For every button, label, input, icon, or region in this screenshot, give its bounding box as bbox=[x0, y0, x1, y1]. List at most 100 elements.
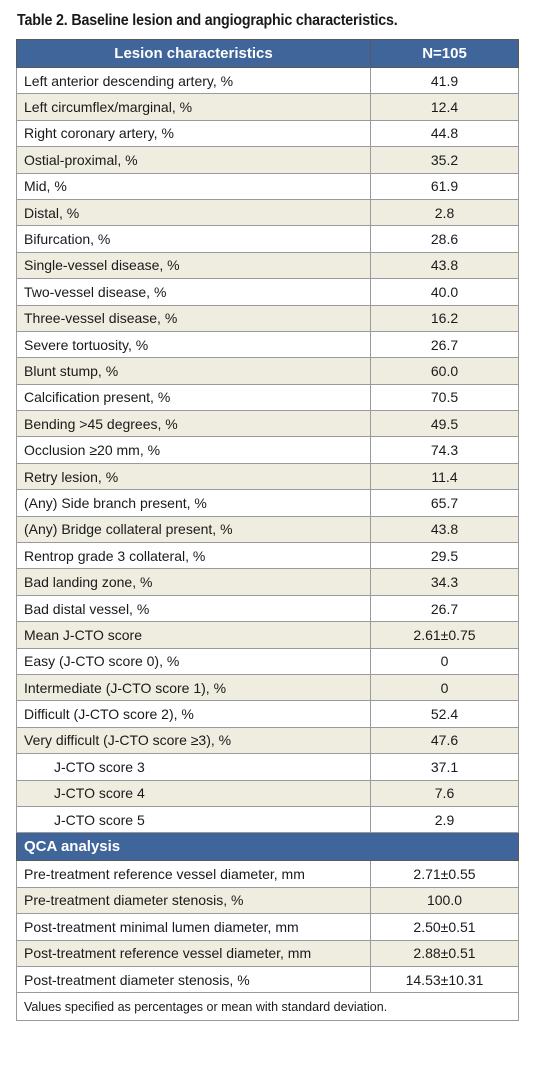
table-row: Ostial-proximal, % 35.2 bbox=[16, 146, 519, 174]
row-value: 100.0 bbox=[370, 886, 519, 915]
row-label: Right coronary artery, % bbox=[16, 119, 371, 148]
row-label: Single-vessel disease, % bbox=[16, 251, 371, 280]
section-heading-qca: QCA analysis bbox=[16, 832, 519, 862]
table-row: Single-vessel disease, % 43.8 bbox=[16, 251, 519, 280]
table-row: Left circumflex/marginal, % 12.4 bbox=[16, 93, 519, 121]
table-row: Bad distal vessel, % 26.7 bbox=[16, 594, 519, 623]
row-label: Ostial-proximal, % bbox=[16, 146, 371, 174]
row-value: 70.5 bbox=[370, 383, 519, 412]
table-row: Mid, % 61.9 bbox=[16, 172, 519, 200]
row-value: 7.6 bbox=[370, 779, 519, 807]
row-label: Left circumflex/marginal, % bbox=[16, 93, 371, 121]
column-header-characteristics: Lesion characteristics bbox=[16, 39, 371, 68]
column-header-n: N=105 bbox=[370, 39, 519, 68]
table-row: Occlusion ≥20 mm, % 74.3 bbox=[16, 436, 519, 464]
table-row: Bending >45 degrees, % 49.5 bbox=[16, 410, 519, 438]
row-label: (Any) Side branch present, % bbox=[16, 489, 371, 517]
row-value: 26.7 bbox=[370, 330, 519, 359]
row-label: Post-treatment diameter stenosis, % bbox=[16, 965, 371, 994]
table-row: Rentrop grade 3 collateral, % 29.5 bbox=[16, 542, 519, 570]
row-label: Bad landing zone, % bbox=[16, 568, 371, 596]
table-row: Distal, % 2.8 bbox=[16, 198, 519, 227]
table-row: (Any) Bridge collateral present, % 43.8 bbox=[16, 515, 519, 544]
table-row: Mean J-CTO score 2.61±0.75 bbox=[16, 621, 519, 649]
row-value: 11.4 bbox=[370, 462, 519, 491]
row-value: 49.5 bbox=[370, 410, 519, 438]
row-value: 34.3 bbox=[370, 568, 519, 596]
row-label: Occlusion ≥20 mm, % bbox=[16, 436, 371, 464]
row-value: 60.0 bbox=[370, 357, 519, 385]
row-label: Retry lesion, % bbox=[16, 462, 371, 491]
row-label: Mean J-CTO score bbox=[16, 621, 371, 649]
row-label: Post-treatment reference vessel diameter… bbox=[16, 939, 371, 967]
row-value: 61.9 bbox=[370, 172, 519, 200]
row-label: J-CTO score 5 bbox=[16, 805, 371, 834]
row-value: 65.7 bbox=[370, 489, 519, 517]
footnote: Values specified as percentages or mean … bbox=[16, 992, 519, 1022]
row-label: J-CTO score 3 bbox=[16, 753, 371, 781]
table-row: J-CTO score 5 2.9 bbox=[16, 805, 519, 834]
row-label: Difficult (J-CTO score 2), % bbox=[16, 700, 371, 728]
row-value: 26.7 bbox=[370, 594, 519, 623]
section-header-row: QCA analysis bbox=[16, 832, 519, 862]
row-value: 28.6 bbox=[370, 225, 519, 253]
table-row: Severe tortuosity, % 26.7 bbox=[16, 330, 519, 359]
row-label: Two-vessel disease, % bbox=[16, 278, 371, 306]
row-value: 2.8 bbox=[370, 198, 519, 227]
row-value: 2.61±0.75 bbox=[370, 621, 519, 649]
table-row: Two-vessel disease, % 40.0 bbox=[16, 278, 519, 306]
row-label: Calcification present, % bbox=[16, 383, 371, 412]
table-row: Difficult (J-CTO score 2), % 52.4 bbox=[16, 700, 519, 728]
row-label: Easy (J-CTO score 0), % bbox=[16, 647, 371, 675]
row-label: Pre-treatment reference vessel diameter,… bbox=[16, 860, 371, 888]
table-row: Retry lesion, % 11.4 bbox=[16, 462, 519, 491]
table-row: Post-treatment minimal lumen diameter, m… bbox=[16, 913, 519, 941]
row-value: 14.53±10.31 bbox=[370, 965, 519, 994]
table-row: Three-vessel disease, % 16.2 bbox=[16, 304, 519, 332]
table-row: J-CTO score 4 7.6 bbox=[16, 779, 519, 807]
table-row: Pre-treatment reference vessel diameter,… bbox=[16, 860, 519, 888]
row-value: 74.3 bbox=[370, 436, 519, 464]
row-label: Bad distal vessel, % bbox=[16, 594, 371, 623]
row-label: Rentrop grade 3 collateral, % bbox=[16, 542, 371, 570]
row-label: Three-vessel disease, % bbox=[16, 304, 371, 332]
row-value: 40.0 bbox=[370, 278, 519, 306]
row-value: 2.88±0.51 bbox=[370, 939, 519, 967]
table-row: Bifurcation, % 28.6 bbox=[16, 225, 519, 253]
row-value: 52.4 bbox=[370, 700, 519, 728]
row-label: J-CTO score 4 bbox=[16, 779, 371, 807]
row-value: 0 bbox=[370, 673, 519, 702]
table-header-row: Lesion characteristics N=105 bbox=[16, 39, 519, 68]
table-row: Right coronary artery, % 44.8 bbox=[16, 119, 519, 148]
row-label: Blunt stump, % bbox=[16, 357, 371, 385]
row-label: Pre-treatment diameter stenosis, % bbox=[16, 886, 371, 915]
table-row: Bad landing zone, % 34.3 bbox=[16, 568, 519, 596]
row-value: 43.8 bbox=[370, 251, 519, 280]
row-value: 2.9 bbox=[370, 805, 519, 834]
table-row: Pre-treatment diameter stenosis, % 100.0 bbox=[16, 886, 519, 915]
row-value: 2.50±0.51 bbox=[370, 913, 519, 941]
table-row: Post-treatment diameter stenosis, % 14.53… bbox=[16, 965, 519, 994]
table-row: Post-treatment reference vessel diameter… bbox=[16, 939, 519, 967]
row-label: Post-treatment minimal lumen diameter, m… bbox=[16, 913, 371, 941]
row-value: 0 bbox=[370, 647, 519, 675]
row-value: 44.8 bbox=[370, 119, 519, 148]
table-row: Calcification present, % 70.5 bbox=[16, 383, 519, 412]
lesion-characteristics-table: Lesion characteristics N=105 Left anteri… bbox=[16, 39, 519, 1022]
table-row: Intermediate (J-CTO score 1), % 0 bbox=[16, 673, 519, 702]
table-row: Blunt stump, % 60.0 bbox=[16, 357, 519, 385]
table-row: Easy (J-CTO score 0), % 0 bbox=[16, 647, 519, 675]
table-row: (Any) Side branch present, % 65.7 bbox=[16, 489, 519, 517]
row-value: 35.2 bbox=[370, 146, 519, 174]
row-value: 37.1 bbox=[370, 753, 519, 781]
row-label: Severe tortuosity, % bbox=[16, 330, 371, 359]
row-value: 2.71±0.55 bbox=[370, 860, 519, 888]
row-label: (Any) Bridge collateral present, % bbox=[16, 515, 371, 544]
table-row: Very difficult (J-CTO score ≥3), % 47.6 bbox=[16, 726, 519, 755]
row-label: Bending >45 degrees, % bbox=[16, 410, 371, 438]
row-value: 41.9 bbox=[370, 66, 519, 95]
row-label: Mid, % bbox=[16, 172, 371, 200]
row-value: 16.2 bbox=[370, 304, 519, 332]
row-value: 47.6 bbox=[370, 726, 519, 755]
row-label: Left anterior descending artery, % bbox=[16, 66, 371, 95]
